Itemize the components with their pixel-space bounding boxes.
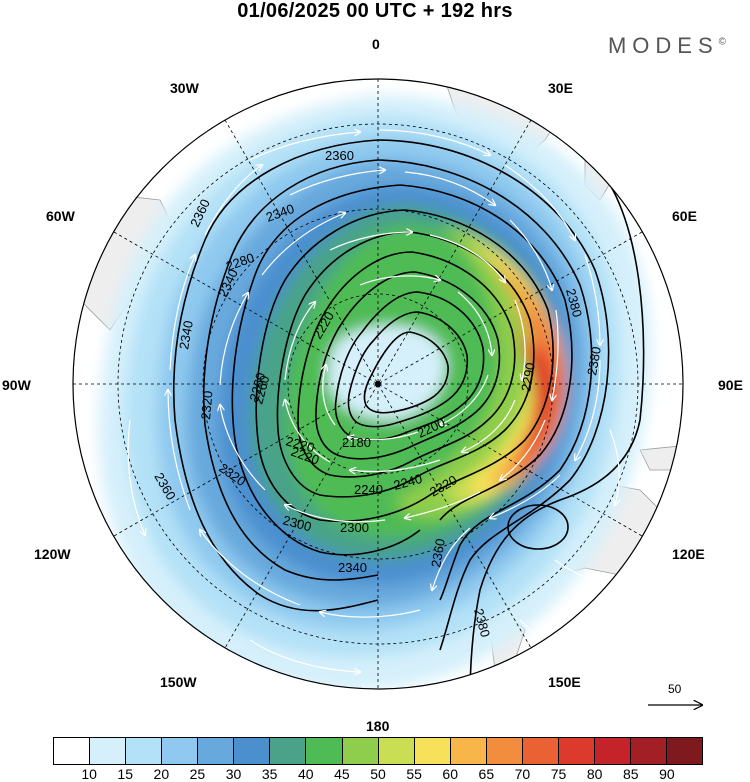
lon-label-90e: 90E bbox=[718, 377, 743, 393]
band-80 bbox=[515, 330, 552, 448]
colorbar-tick-label: 35 bbox=[261, 766, 278, 782]
contour-label: 2220 bbox=[284, 433, 316, 455]
colorbar-tick-label: 30 bbox=[225, 766, 242, 782]
reference-vector-label: 50 bbox=[668, 682, 682, 696]
contour-label: 2290 bbox=[518, 361, 538, 392]
colorbar-swatch bbox=[198, 738, 235, 764]
contour-label: 2300 bbox=[281, 512, 313, 534]
graticule bbox=[73, 79, 683, 689]
colorbar-swatch bbox=[486, 738, 523, 764]
colorbar-swatch bbox=[126, 738, 163, 764]
contour-2280 bbox=[276, 231, 535, 498]
contour-label: 2340 bbox=[176, 319, 196, 350]
contour-2200 bbox=[347, 311, 469, 428]
contour-label: 2240 bbox=[392, 471, 424, 493]
contour-label: 2380 bbox=[563, 287, 585, 319]
lon-label-150w: 150W bbox=[160, 674, 197, 690]
lon-label-90w: 90W bbox=[2, 377, 32, 393]
contour-2380-outer bbox=[469, 169, 645, 689]
contour-label: 2300 bbox=[340, 520, 369, 535]
contour-2180 bbox=[363, 331, 449, 414]
colorbar-swatch bbox=[450, 738, 487, 764]
colorbar-tick-label: 25 bbox=[189, 766, 206, 782]
colorbar-tick-label: 15 bbox=[117, 766, 134, 782]
lon-label-180: 180 bbox=[366, 718, 390, 734]
south-pole-marker bbox=[375, 381, 381, 387]
wind-speed-shading bbox=[98, 95, 651, 689]
colorbar-swatch bbox=[522, 738, 559, 764]
contour-label: 2180 bbox=[342, 435, 371, 450]
longitude-labels: 0 30E 60E 90E 120E 150E 180 150W 120W 90… bbox=[2, 36, 743, 734]
contour-label: 2360 bbox=[428, 537, 448, 568]
contour-2340 bbox=[377, 159, 593, 601]
contour-2300 bbox=[255, 209, 554, 523]
contour-2260 bbox=[297, 251, 516, 478]
brand-logo: MODES© bbox=[608, 33, 726, 59]
colorbar bbox=[53, 737, 703, 765]
contour-label: 2260 bbox=[250, 374, 272, 406]
band-75 bbox=[505, 300, 560, 465]
colorbar-swatch bbox=[162, 738, 199, 764]
brand-mark: © bbox=[718, 36, 726, 48]
lon-label-150e: 150E bbox=[548, 674, 581, 690]
colorbar-swatch bbox=[234, 738, 271, 764]
colorbar-swatch bbox=[342, 738, 379, 764]
colorbar-labels: 10 15 20 25 30 35 40 45 50 55 60 65 70 75 80 85 90 bbox=[53, 766, 703, 782]
contour-label: 2320 bbox=[198, 390, 215, 420]
colorbar-tick-label: 85 bbox=[622, 766, 639, 782]
colorbar-swatch bbox=[594, 738, 631, 764]
contour-2340-w bbox=[202, 159, 379, 581]
contour-2320 bbox=[399, 184, 573, 521]
colorbar-swatch bbox=[558, 738, 595, 764]
colorbar-tick-label: 70 bbox=[514, 766, 531, 782]
brand-text: MODES bbox=[607, 33, 719, 58]
colorbar-tick-label: 90 bbox=[659, 766, 675, 782]
colorbar-tick-label: 65 bbox=[478, 766, 495, 782]
contour-label: 2360 bbox=[325, 148, 354, 163]
colorbar-swatch bbox=[378, 738, 415, 764]
contour-closed-low bbox=[507, 504, 569, 550]
colorbar-tick-label: 50 bbox=[370, 766, 386, 782]
colorbar-tick-label: 80 bbox=[586, 766, 603, 782]
lon-label-60w: 60W bbox=[46, 208, 76, 224]
lon-label-30e: 30E bbox=[548, 80, 573, 96]
contour-2360 bbox=[377, 139, 610, 651]
core-light bbox=[327, 325, 446, 420]
map-boundary bbox=[72, 78, 684, 690]
colorbar-tick-label: 75 bbox=[550, 766, 567, 782]
contour-label: 2380 bbox=[471, 607, 493, 639]
colorbar-swatch bbox=[54, 738, 91, 764]
lon-label-120e: 120E bbox=[672, 546, 705, 562]
colorbar-tick-label: 60 bbox=[442, 766, 459, 782]
colorbar-swatch bbox=[414, 738, 451, 764]
contour-label: 2260 bbox=[246, 371, 268, 403]
colorbar-swatch bbox=[270, 738, 307, 764]
colorbar-swatch bbox=[306, 738, 343, 764]
contour-label: 2380 bbox=[584, 345, 604, 376]
colorbar-swatch bbox=[90, 738, 127, 764]
lon-label-120w: 120W bbox=[34, 546, 71, 562]
wind-vectors bbox=[127, 130, 625, 672]
colorbar-tick-label: 20 bbox=[153, 766, 170, 782]
colorbar-tick-label: 45 bbox=[334, 766, 350, 782]
colorbar-tick-label: 55 bbox=[406, 766, 422, 782]
contour-2360-w bbox=[172, 139, 379, 612]
lon-label-0: 0 bbox=[372, 36, 380, 52]
lon-label-30w: 30W bbox=[170, 80, 200, 96]
forecast-title: 01/06/2025 00 UTC + 192 hrs bbox=[237, 0, 513, 22]
lon-label-60e: 60E bbox=[672, 208, 697, 224]
map-disk bbox=[73, 79, 683, 689]
contour-label: 2240 bbox=[354, 482, 383, 497]
colorbar-tick-label: 10 bbox=[81, 766, 97, 782]
colorbar-swatch bbox=[667, 738, 703, 764]
contour-2320-w bbox=[231, 184, 421, 556]
colorbar-swatch bbox=[631, 738, 668, 764]
contour-label: 2340 bbox=[338, 560, 367, 575]
contour-2240 bbox=[315, 271, 501, 460]
colorbar-tick-label: 40 bbox=[297, 766, 314, 782]
